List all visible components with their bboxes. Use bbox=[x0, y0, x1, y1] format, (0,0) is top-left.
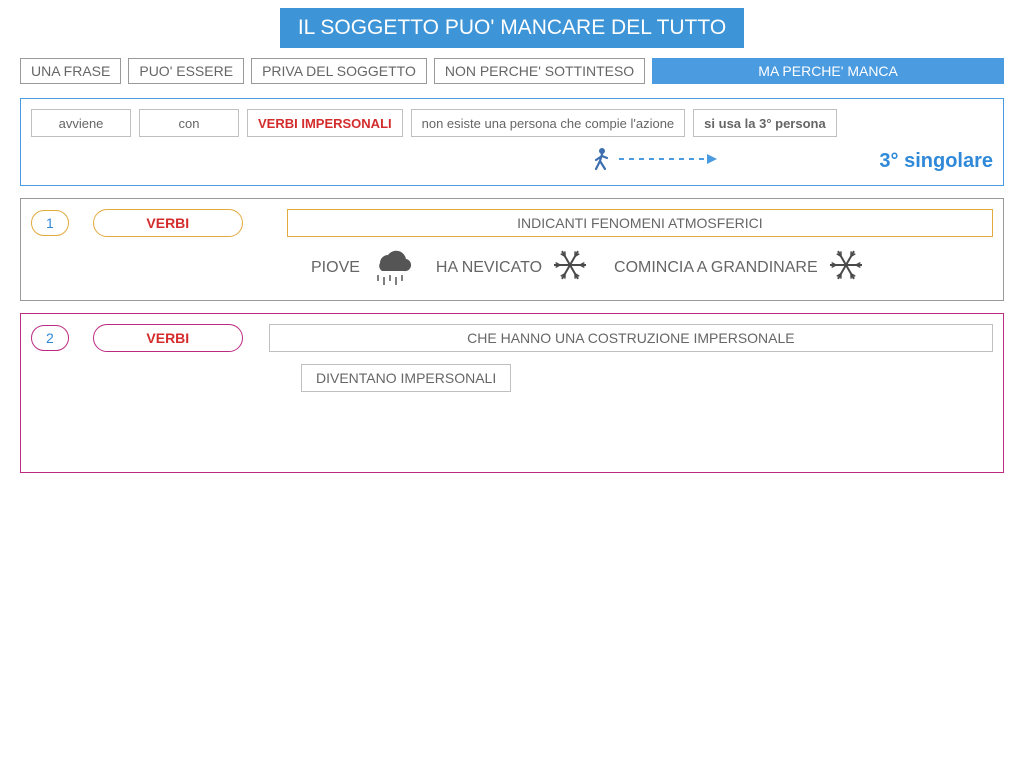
p0-chip-0: avviene bbox=[31, 109, 131, 137]
rain-icon bbox=[368, 245, 412, 290]
p0-chip-2: VERBI IMPERSONALI bbox=[247, 109, 403, 137]
sub-diventano: DIVENTANO IMPERSONALI bbox=[301, 364, 511, 392]
p0-chip-3: non esiste una persona che compie l'azio… bbox=[411, 109, 686, 137]
weather-item-2: COMINCIA A GRANDINARE bbox=[614, 245, 866, 290]
weather-label: COMINCIA A GRANDINARE bbox=[614, 259, 818, 277]
weather-item-1: HA NEVICATO bbox=[436, 245, 590, 290]
tag-4: MA PERCHE' MANCA bbox=[652, 58, 1004, 84]
tag-0: UNA FRASE bbox=[20, 58, 121, 84]
weather-item-0: PIOVE bbox=[311, 245, 412, 290]
walker-icon bbox=[591, 147, 611, 175]
p0-chip-1: con bbox=[139, 109, 239, 137]
tag-2: PRIVA DEL SOGGETTO bbox=[251, 58, 427, 84]
third-singular-label: 3° singolare bbox=[879, 150, 993, 173]
tags-row: UNA FRASE PUO' ESSERE PRIVA DEL SOGGETTO NO… bbox=[20, 58, 1004, 84]
panel-impersonali: avviene con VERBI IMPERSONALI non esiste un… bbox=[20, 98, 1004, 186]
weather-label: PIOVE bbox=[311, 259, 360, 277]
snow-icon bbox=[826, 245, 866, 290]
dashed-arrow-icon bbox=[619, 152, 719, 171]
p0-chip-4: si usa la 3° persona bbox=[693, 109, 837, 137]
page-title: IL SOGGETTO PUO' MANCARE DEL TUTTO bbox=[280, 8, 744, 48]
badge-2: 2 bbox=[31, 325, 69, 351]
heading-atmosferici: INDICANTI FENOMENI ATMOSFERICI bbox=[287, 209, 993, 237]
panel-atmosferici: 1 VERBI INDICANTI FENOMENI ATMOSFERICI P… bbox=[20, 198, 1004, 301]
verbi-chip-2: VERBI bbox=[93, 324, 243, 352]
verbi-chip-1: VERBI bbox=[93, 209, 243, 237]
badge-1: 1 bbox=[31, 210, 69, 236]
tag-1: PUO' ESSERE bbox=[128, 58, 244, 84]
panel-costruzione: 2 VERBI CHE HANNO UNA COSTRUZIONE IMPERS… bbox=[20, 313, 1004, 473]
tag-3: NON PERCHE' SOTTINTESO bbox=[434, 58, 645, 84]
snow-icon bbox=[550, 245, 590, 290]
heading-costruzione: CHE HANNO UNA COSTRUZIONE IMPERSONALE bbox=[269, 324, 993, 352]
weather-label: HA NEVICATO bbox=[436, 259, 542, 277]
